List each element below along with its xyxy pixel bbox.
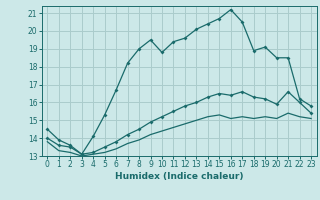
X-axis label: Humidex (Indice chaleur): Humidex (Indice chaleur) bbox=[115, 172, 244, 181]
